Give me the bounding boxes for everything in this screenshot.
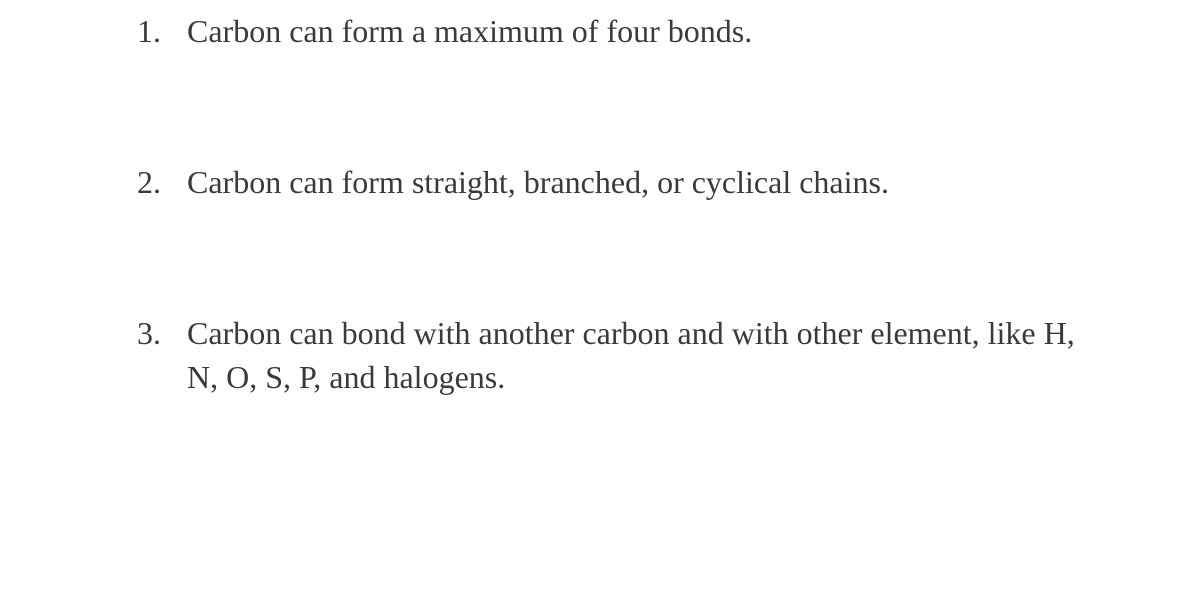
list-item: Carbon can form a maximum of four bonds. (105, 10, 1095, 53)
list-item: Carbon can form straight, branched, or c… (105, 161, 1095, 204)
numbered-list: Carbon can form a maximum of four bonds.… (105, 10, 1095, 399)
list-item: Carbon can bond with another carbon and … (105, 312, 1095, 398)
list-item-text: Carbon can bond with another carbon and … (187, 312, 1095, 398)
list-item-text: Carbon can form a maximum of four bonds. (187, 10, 752, 53)
list-item-text: Carbon can form straight, branched, or c… (187, 161, 889, 204)
